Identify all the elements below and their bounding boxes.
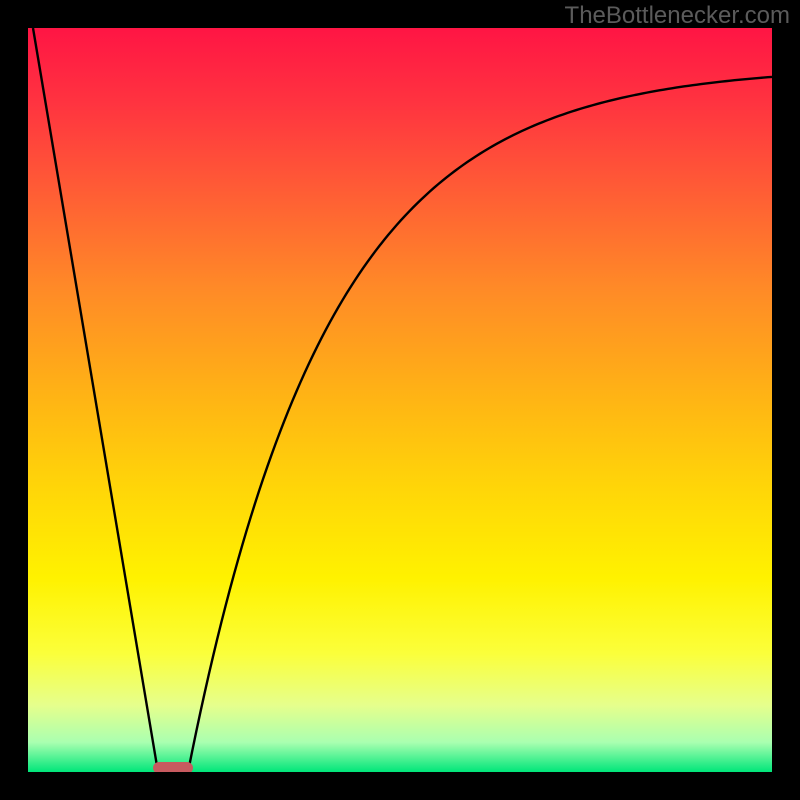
chart-container: TheBottlenecker.com — [0, 0, 800, 800]
watermark-label: TheBottlenecker.com — [565, 2, 790, 30]
optimal-marker — [153, 762, 193, 772]
chart-plot-area — [28, 28, 772, 772]
curve-layer — [28, 28, 772, 772]
